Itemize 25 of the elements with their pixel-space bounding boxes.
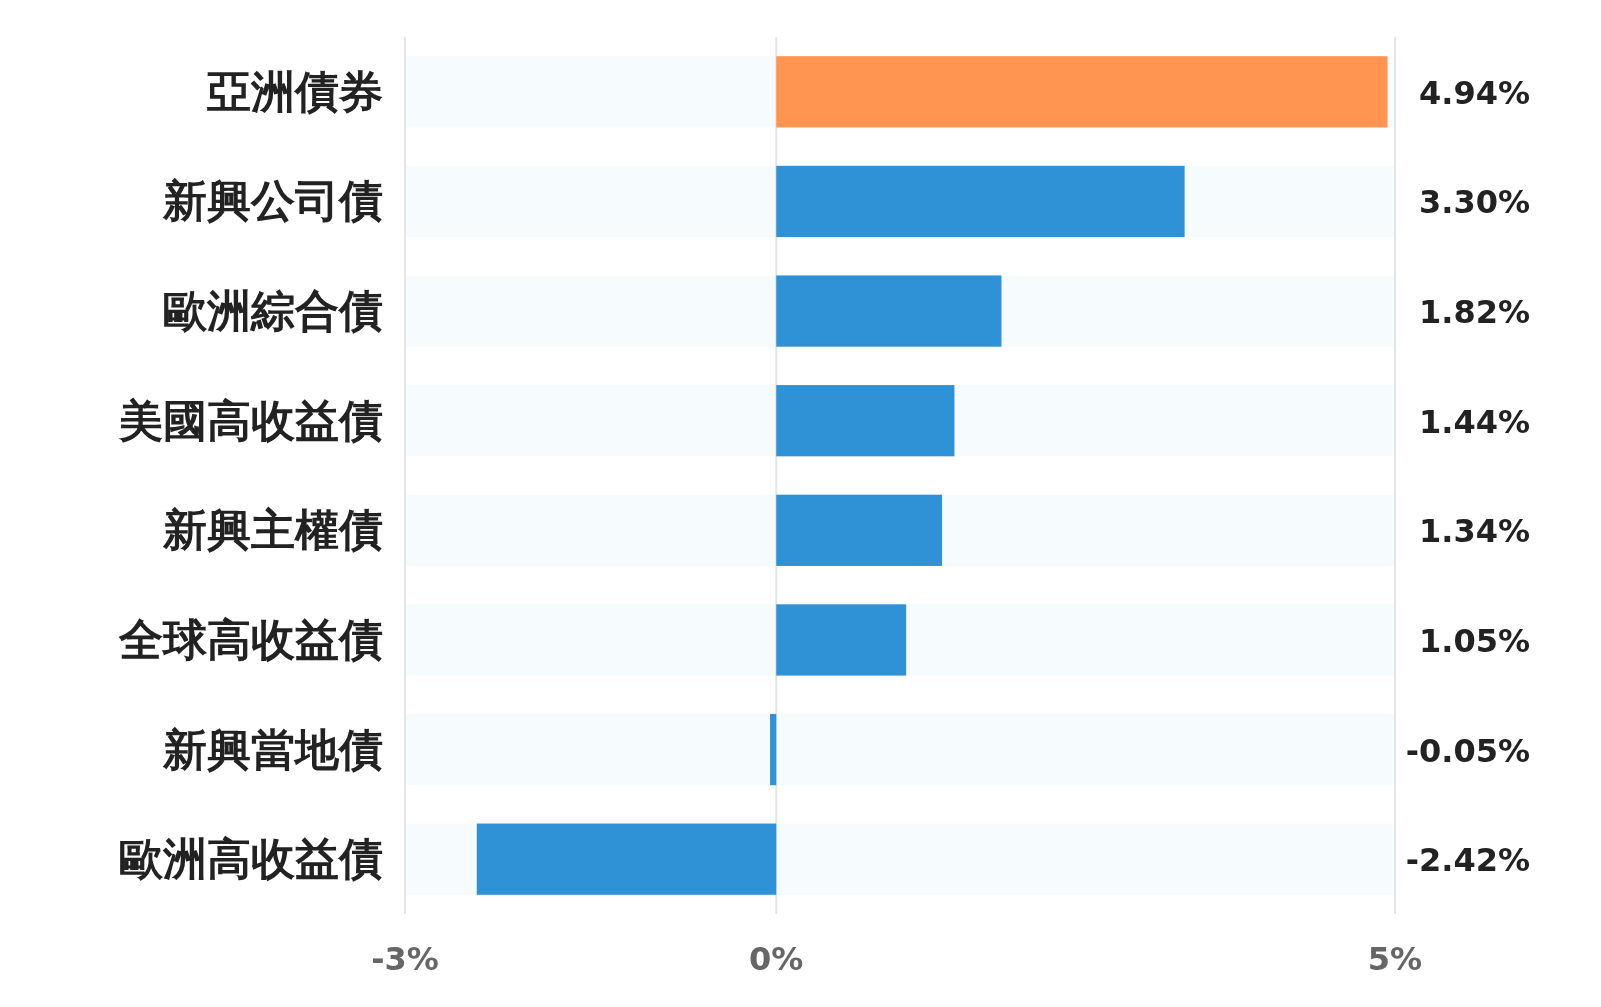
- bar: [476, 823, 777, 895]
- bar: [776, 494, 943, 566]
- bar: [776, 604, 907, 676]
- data-label: 4.94%: [1418, 73, 1530, 112]
- y-tick-label: 歐洲高收益債: [119, 833, 383, 885]
- x-tick-label: -3%: [371, 940, 439, 978]
- bar: [770, 713, 777, 786]
- x-tick-label: 5%: [1367, 940, 1423, 978]
- bar: [776, 275, 1002, 347]
- bar: [776, 385, 955, 457]
- data-label: -2.42%: [1405, 841, 1530, 880]
- x-tick-label: 0%: [749, 940, 804, 978]
- y-tick-label: 新興當地債: [162, 723, 383, 775]
- data-label: 3.30%: [1418, 183, 1530, 222]
- data-label: 1.82%: [1418, 293, 1530, 332]
- data-label: 1.34%: [1418, 512, 1530, 551]
- data-label: 1.05%: [1418, 621, 1530, 660]
- y-tick-label: 亞洲債券: [206, 65, 383, 117]
- y-tick-label: 全球高收益債: [118, 613, 383, 665]
- y-tick-label: 新興主權債: [162, 504, 383, 556]
- data-label: -0.05%: [1405, 731, 1530, 770]
- y-tick-label: 美國高收益債: [118, 394, 383, 446]
- y-tick-label: 新興公司債: [162, 175, 383, 227]
- data-label: 1.44%: [1418, 402, 1530, 441]
- y-tick-label: 歐洲綜合債: [163, 285, 383, 337]
